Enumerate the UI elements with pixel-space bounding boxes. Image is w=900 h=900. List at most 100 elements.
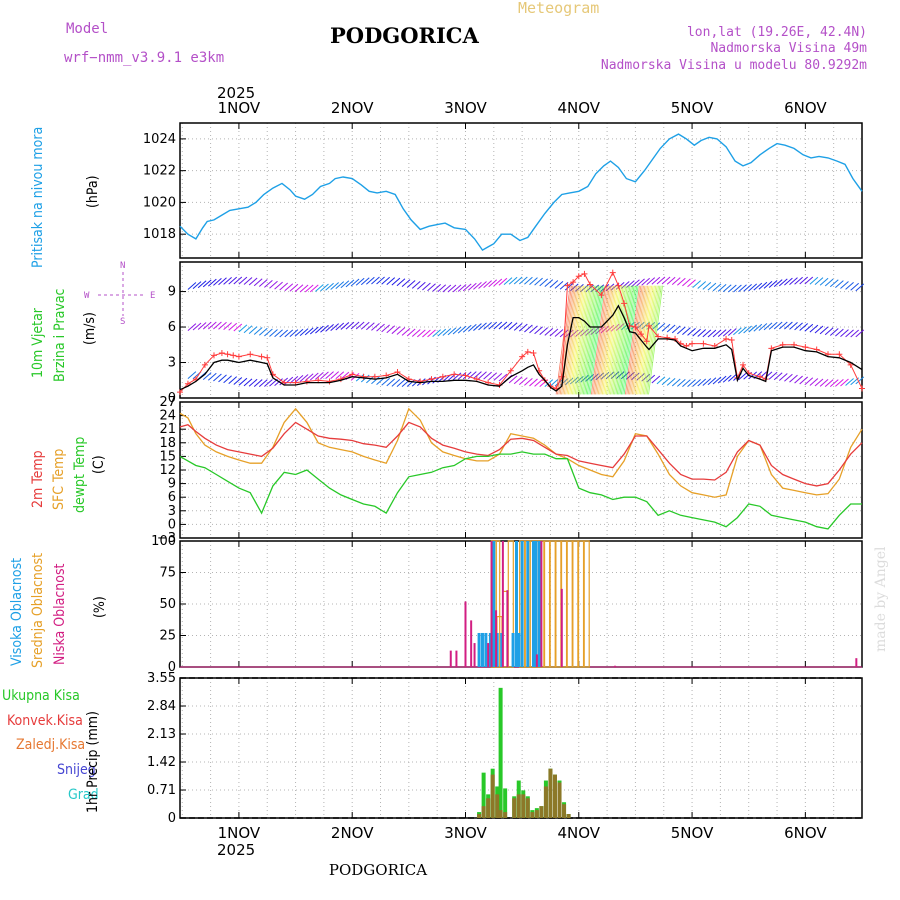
wind-barb <box>391 326 401 335</box>
low-cloud-bar <box>535 654 538 667</box>
wind-barb-band <box>187 276 865 293</box>
wind-barb <box>544 328 554 336</box>
wind-barb-band <box>187 321 865 338</box>
wind-barb <box>218 374 227 383</box>
wind-barb <box>187 323 197 332</box>
day-label-top: 2NOV <box>331 99 374 117</box>
wind-barb <box>417 329 426 338</box>
wind-barb <box>835 328 844 337</box>
hatch-line <box>637 285 653 395</box>
panel-frame <box>179 401 863 539</box>
wind-barb <box>253 278 263 287</box>
wind-barb <box>248 326 258 334</box>
wind-barb <box>437 284 447 293</box>
ytick-label: 0 <box>168 517 176 532</box>
hatch-line <box>616 285 632 395</box>
wind-barb <box>733 327 742 336</box>
high-cloud-bar <box>488 632 492 667</box>
hatch-line <box>570 285 586 395</box>
gust-marker <box>524 348 531 355</box>
wind-barb <box>840 329 849 337</box>
wind-barb <box>457 325 467 334</box>
mid-cloud-bar <box>572 540 579 668</box>
wind-barb <box>376 276 385 285</box>
precip-panel: 0 0.71 1.42 2.13 2.84 3.55 <box>147 671 863 826</box>
wind-barb <box>743 325 752 334</box>
wind-barb <box>478 281 487 289</box>
ytick-label: 0.71 <box>147 783 176 798</box>
low-cloud-bar <box>501 541 504 667</box>
wind-barb <box>360 321 370 330</box>
wind-barb <box>386 277 396 285</box>
wind-barb <box>340 280 350 289</box>
wind-barb <box>258 379 268 387</box>
high-cloud-label: Visoka Oblacnost <box>9 558 25 666</box>
wind-barb <box>228 276 238 285</box>
panels: 10181020102210240369−3036912151821242702… <box>143 122 865 826</box>
high-cloud-bar <box>531 541 535 667</box>
day-labels-bottom: 1NOV 2NOV 3NOV 4NOV 5NOV 6NOV <box>218 824 828 842</box>
wind-barb <box>279 329 289 338</box>
low-cloud-bar <box>487 643 490 667</box>
gust-marker <box>638 331 645 338</box>
wind-barb <box>473 323 482 331</box>
precip-conv-bar <box>525 798 530 818</box>
wind-barb <box>442 328 452 336</box>
day-label-top: 1NOV <box>218 99 261 117</box>
hatch-line <box>634 285 650 395</box>
hatch-line <box>618 285 634 395</box>
wind-barb <box>274 329 283 338</box>
wind-barb <box>682 278 691 287</box>
wind-barb <box>712 283 722 292</box>
wind-barb <box>697 281 707 289</box>
precip-ylabel: Ukupna Kisa Konvek.Kisa Zaledj.Kisa Snij… <box>2 688 101 813</box>
wind-barb <box>794 322 803 331</box>
high-cloud-bar <box>514 541 518 667</box>
wind-barb <box>809 276 819 285</box>
day-label-bottom: 1NOV <box>218 824 261 842</box>
wind-barb <box>717 329 727 337</box>
low-cloud-bar <box>464 601 467 667</box>
day-label-bottom: 5NOV <box>671 824 714 842</box>
wind-barb <box>483 322 492 330</box>
ytick-label: 1024 <box>143 132 176 147</box>
hatch-line <box>645 285 661 395</box>
gust-marker <box>689 340 696 347</box>
wind-barb <box>406 328 416 337</box>
hatch-line <box>566 285 582 395</box>
wind-barb <box>213 277 222 286</box>
wind-barb <box>284 329 294 338</box>
wind-barb <box>330 371 340 380</box>
wind-barb <box>809 378 819 386</box>
gust-marker <box>581 270 588 277</box>
wind-barb <box>682 327 691 336</box>
gust-marker <box>201 361 208 368</box>
year-bottom: 2025 <box>217 841 255 859</box>
gust-marker <box>258 353 265 360</box>
low-cloud-bar <box>470 620 473 667</box>
hatch-line <box>573 285 589 395</box>
wind-barb <box>768 371 778 380</box>
gust-marker <box>264 354 271 361</box>
hatch-line <box>589 285 605 395</box>
precip-conv-bar <box>552 774 557 818</box>
wind-barb <box>483 280 492 289</box>
gust-marker <box>836 351 843 358</box>
wind-barb <box>371 322 380 331</box>
wind-barb <box>411 280 421 289</box>
ytick-label: 3 <box>168 356 176 371</box>
wind-barb <box>799 276 809 285</box>
wind-barb <box>539 278 549 287</box>
precip-conv-bar <box>503 812 508 818</box>
wind-barb <box>248 378 258 387</box>
wind-barb <box>661 323 671 332</box>
wind-barb <box>794 276 803 285</box>
wind-barb <box>192 281 202 290</box>
ytick-label: 24 <box>159 409 176 424</box>
wind-barb <box>773 321 783 330</box>
wind-barb <box>243 325 253 334</box>
wind-barb <box>483 371 492 380</box>
ytick-label: 50 <box>159 597 176 612</box>
model-elevation-label: Nadmorska Visina u modelu 80.9292m <box>601 58 867 73</box>
hatch-line <box>629 285 644 395</box>
